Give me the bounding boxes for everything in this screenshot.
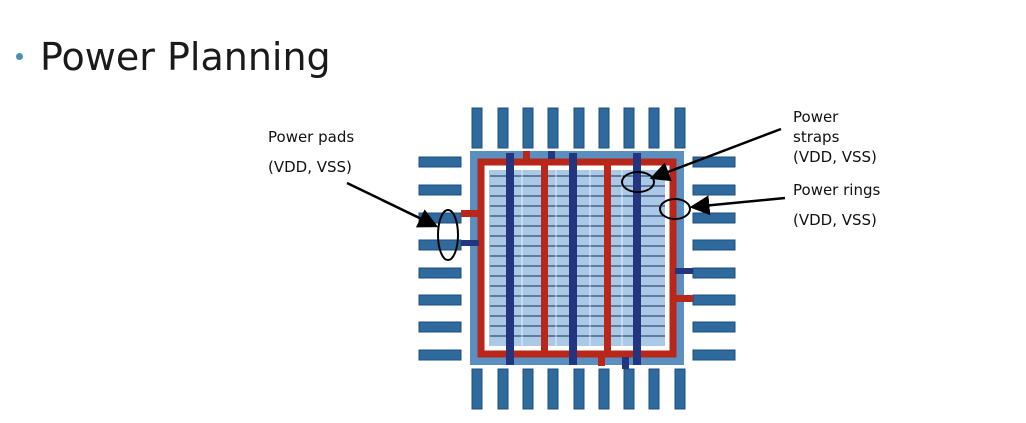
- right-pad-row: [692, 156, 736, 361]
- pad-bottom-7: [623, 368, 635, 410]
- pad-right-4: [692, 239, 736, 251]
- pad-top-6: [598, 107, 610, 149]
- pad-top-1: [471, 107, 483, 149]
- power-strap-blue-2: [569, 153, 577, 365]
- pad-top-9: [674, 107, 686, 149]
- pad-top-3: [522, 107, 534, 149]
- pad-left-7: [418, 321, 462, 333]
- power-strap-blue-1: [506, 153, 514, 365]
- strap-connector-left: [461, 240, 479, 246]
- power-straps-label: Power straps (VDD, VSS): [793, 107, 877, 167]
- power-strap-blue-3: [633, 153, 641, 365]
- power-pads-label-line2: (VDD, VSS): [268, 158, 352, 176]
- pad-right-2: [692, 184, 736, 196]
- pad-right-7: [692, 321, 736, 333]
- bullet-dot: [16, 53, 23, 60]
- pad-bottom-3: [522, 368, 534, 410]
- pad-bottom-6: [598, 368, 610, 410]
- strap-connector-bottom: [622, 357, 629, 369]
- pad-left-6: [418, 294, 462, 306]
- pad-top-8: [648, 107, 660, 149]
- ring-connector-right: [673, 295, 693, 302]
- power-straps-label-line3: (VDD, VSS): [793, 148, 877, 166]
- power-rings-label: Power rings (VDD, VSS): [793, 180, 880, 230]
- pad-bottom-4: [547, 368, 559, 410]
- pads-highlight-ellipse: [437, 209, 459, 261]
- pad-left-1: [418, 156, 462, 168]
- pad-top-5: [573, 107, 585, 149]
- straps-highlight-ellipse: [621, 171, 655, 193]
- pad-top-2: [497, 107, 509, 149]
- chip-die: [461, 151, 693, 369]
- pad-right-3: [692, 212, 736, 224]
- pad-right-6: [692, 294, 736, 306]
- power-rings-label-line1: Power rings: [793, 181, 881, 199]
- straps-arrow: [649, 127, 782, 182]
- pad-right-8: [692, 349, 736, 361]
- pad-bottom-2: [497, 368, 509, 410]
- power-straps-label-line2: straps: [793, 128, 840, 146]
- rings-arrow: [689, 195, 786, 216]
- pads-arrow: [346, 181, 439, 228]
- slide-title: Power Planning: [40, 35, 331, 79]
- pad-left-2: [418, 184, 462, 196]
- pad-bottom-8: [648, 368, 660, 410]
- left-pad-row: [418, 156, 462, 361]
- power-pads-label: Power pads (VDD, VSS): [268, 127, 354, 177]
- power-pads-label-line1: Power pads: [268, 128, 355, 146]
- pad-top-7: [623, 107, 635, 149]
- pad-left-8: [418, 349, 462, 361]
- power-strap-red-1: [541, 160, 548, 356]
- pad-right-1: [692, 156, 736, 168]
- pad-right-5: [692, 267, 736, 279]
- power-rings-label-line2: (VDD, VSS): [793, 211, 877, 229]
- pad-bottom-9: [674, 368, 686, 410]
- pad-bottom-1: [471, 368, 483, 410]
- strap-connector-top: [548, 151, 555, 159]
- ring-connector-top: [523, 151, 530, 163]
- bottom-pad-row: [471, 368, 686, 410]
- strap-connector-right: [675, 268, 693, 274]
- pad-top-4: [547, 107, 559, 149]
- ring-connector-left: [461, 210, 481, 217]
- ring-connector-bottom: [598, 354, 605, 366]
- power-strap-red-2: [604, 160, 611, 356]
- pad-bottom-5: [573, 368, 585, 410]
- top-pad-row: [471, 107, 686, 149]
- annotations: [346, 127, 786, 261]
- power-straps-label-line1: Power: [793, 108, 839, 126]
- pad-left-5: [418, 267, 462, 279]
